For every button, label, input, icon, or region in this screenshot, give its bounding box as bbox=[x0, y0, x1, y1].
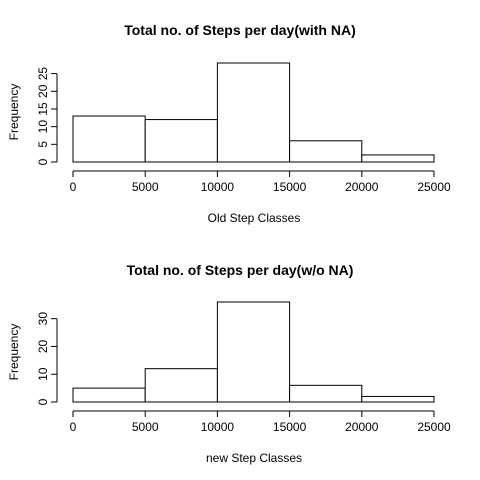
histogram-bar bbox=[144, 119, 218, 163]
chart-title: Total no. of Steps per day(with NA) bbox=[124, 22, 356, 38]
y-tick-label: 20 bbox=[36, 339, 50, 353]
histogram-bar bbox=[72, 387, 146, 403]
y-axis-label: Frequency bbox=[7, 324, 21, 381]
x-tick-label: 15000 bbox=[273, 420, 307, 434]
chart-title: Total no. of Steps per day(w/o NA) bbox=[127, 262, 354, 278]
x-tick-label: 25000 bbox=[417, 180, 451, 194]
histogram-bar bbox=[72, 115, 146, 163]
histogram-bar bbox=[216, 62, 291, 163]
y-axis-label: Frequency bbox=[7, 84, 21, 141]
histogram-bar bbox=[289, 384, 363, 403]
y-tick-label: 0 bbox=[36, 398, 50, 405]
histogram-panel-1: Total no. of Steps per day(with NA) 0 5000… bbox=[7, 22, 451, 225]
y-tick-label: 5 bbox=[36, 141, 50, 148]
x-tick-label: 20000 bbox=[345, 420, 379, 434]
x-tick-label: 25000 bbox=[417, 420, 451, 434]
x-tick-label: 0 bbox=[70, 420, 77, 434]
x-axis-label: Old Step Classes bbox=[208, 211, 301, 225]
histogram-bar bbox=[289, 140, 363, 163]
histogram-panel-2: Total no. of Steps per day(w/o NA) 0 5000 1… bbox=[7, 262, 451, 465]
x-tick-label: 20000 bbox=[345, 180, 379, 194]
histogram-bar bbox=[361, 395, 435, 403]
y-tick-label: 30 bbox=[36, 312, 50, 326]
histogram-bar bbox=[216, 301, 291, 403]
x-axis-label: new Step Classes bbox=[206, 451, 302, 465]
y-tick-label: 10 bbox=[36, 367, 50, 381]
y-tick-label: 10 bbox=[36, 120, 50, 134]
x-tick-label: 15000 bbox=[273, 180, 307, 194]
x-tick-label: 5000 bbox=[132, 180, 159, 194]
x-tick-label: 5000 bbox=[132, 420, 159, 434]
histogram-bar bbox=[144, 368, 218, 403]
y-tick-label: 25 bbox=[36, 67, 50, 81]
x-tick-label: 10000 bbox=[201, 180, 235, 194]
x-tick-label: 10000 bbox=[201, 420, 235, 434]
y-tick-label: 20 bbox=[36, 84, 50, 98]
y-tick-label: 0 bbox=[36, 158, 50, 165]
y-tick-label: 15 bbox=[36, 102, 50, 116]
x-tick-label: 0 bbox=[70, 180, 77, 194]
histogram-bar bbox=[361, 154, 435, 163]
